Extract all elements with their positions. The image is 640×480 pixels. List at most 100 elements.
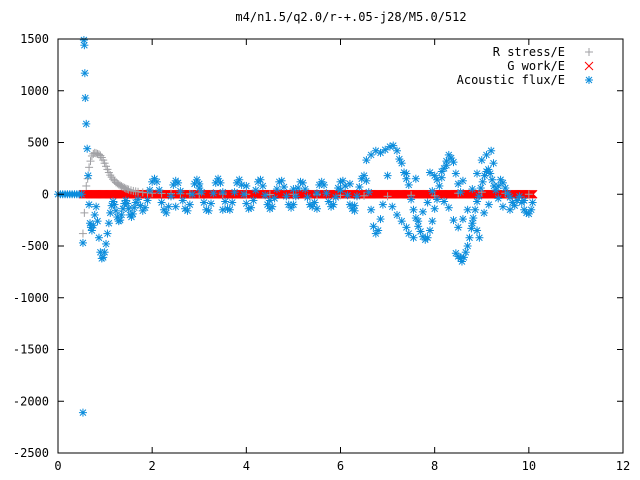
data-point xyxy=(528,198,537,207)
series-0 xyxy=(78,148,533,238)
data-point xyxy=(458,176,467,185)
chart-title: m4/n1.5/q2.0/r-+.05-j28/M5.0/512 xyxy=(235,10,466,24)
data-point xyxy=(425,168,434,177)
data-point xyxy=(185,200,194,209)
data-point xyxy=(256,175,265,184)
data-point xyxy=(94,233,103,242)
data-point xyxy=(367,205,376,214)
data-point xyxy=(218,205,227,214)
data-point xyxy=(461,248,470,257)
data-point xyxy=(230,188,239,197)
data-point xyxy=(397,159,406,168)
x-tick-label: 2 xyxy=(149,459,156,473)
data-point xyxy=(80,69,89,78)
data-point xyxy=(430,171,439,180)
data-point xyxy=(482,150,491,159)
data-point xyxy=(435,181,444,190)
data-point xyxy=(465,233,474,242)
data-point xyxy=(218,188,227,197)
data-point xyxy=(310,198,319,207)
data-point xyxy=(117,210,126,219)
data-point xyxy=(188,190,197,199)
data-point xyxy=(298,178,307,187)
data-point xyxy=(388,202,397,211)
data-point xyxy=(478,177,487,186)
y-tick-label: 0 xyxy=(42,187,49,201)
data-point xyxy=(476,184,485,193)
data-point xyxy=(489,159,498,168)
data-point xyxy=(221,197,230,206)
data-point xyxy=(454,179,463,188)
data-point xyxy=(343,191,352,200)
data-point xyxy=(174,178,183,187)
data-point xyxy=(87,226,96,235)
data-point xyxy=(80,41,89,50)
data-point xyxy=(409,233,418,242)
data-point xyxy=(178,196,187,205)
data-point xyxy=(350,206,359,215)
data-point xyxy=(451,169,460,178)
data-point xyxy=(228,198,237,207)
data-point xyxy=(528,189,538,199)
data-point xyxy=(127,213,136,222)
data-point xyxy=(527,205,536,214)
data-point xyxy=(442,161,451,170)
data-point xyxy=(458,215,467,224)
data-point xyxy=(378,200,387,209)
data-point xyxy=(322,189,331,198)
data-point xyxy=(428,217,437,226)
data-point xyxy=(225,205,234,214)
data-point xyxy=(111,206,120,215)
data-point xyxy=(437,167,446,176)
data-point xyxy=(289,185,298,194)
data-point xyxy=(110,200,119,209)
data-point xyxy=(433,175,442,184)
y-tick-label: -1000 xyxy=(13,291,49,305)
data-point xyxy=(484,200,493,209)
data-point xyxy=(183,206,192,215)
data-point xyxy=(487,146,496,155)
data-point xyxy=(78,408,87,417)
data-point xyxy=(471,205,480,214)
data-point xyxy=(102,239,111,248)
data-point xyxy=(463,242,472,250)
data-point xyxy=(480,208,489,217)
data-point xyxy=(336,186,345,195)
data-point xyxy=(488,175,497,184)
data-point xyxy=(104,219,113,228)
data-point xyxy=(128,209,137,218)
data-point xyxy=(468,185,477,194)
y-tick-label: -500 xyxy=(20,239,49,253)
data-point xyxy=(204,206,213,215)
data-point xyxy=(81,93,90,102)
data-point xyxy=(123,185,132,194)
data-point xyxy=(355,183,364,192)
data-point xyxy=(383,192,392,201)
data-point xyxy=(90,210,99,219)
x-tick-label: 0 xyxy=(54,459,61,473)
data-point xyxy=(468,219,477,228)
data-point xyxy=(473,169,482,178)
axis-ticks: 0 2 4 6 8 10 12 1500 1000 500 0 -500 -1000 -1500 -2000… xyxy=(13,32,630,473)
data-point xyxy=(164,202,173,211)
data-point xyxy=(106,171,115,180)
data-point xyxy=(145,186,154,195)
data-point xyxy=(77,190,86,199)
data-point xyxy=(176,187,185,196)
data-point xyxy=(312,189,321,198)
data-point xyxy=(92,202,101,211)
data-point xyxy=(520,196,529,205)
x-tick-label: 8 xyxy=(431,459,438,473)
data-point xyxy=(100,248,109,257)
data-point xyxy=(301,185,310,194)
data-point xyxy=(364,188,373,197)
data-point xyxy=(423,233,432,242)
data-point xyxy=(199,198,208,207)
data-point xyxy=(376,148,385,157)
data-point xyxy=(456,188,465,197)
data-point xyxy=(280,183,288,192)
data-point xyxy=(473,226,482,235)
data-point xyxy=(463,205,472,214)
data-point xyxy=(78,238,87,247)
